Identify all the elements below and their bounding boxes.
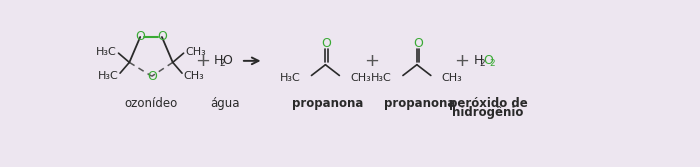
Text: O: O <box>135 31 145 43</box>
Text: O: O <box>157 31 167 43</box>
Text: CH₃: CH₃ <box>350 73 371 83</box>
Text: hidrogênio: hidrogênio <box>452 106 524 119</box>
Text: O: O <box>413 37 423 50</box>
Text: O: O <box>147 70 157 83</box>
Text: CH₃: CH₃ <box>442 73 463 83</box>
Text: 2: 2 <box>219 59 225 68</box>
Text: 2: 2 <box>489 59 495 68</box>
Text: +: + <box>454 52 469 70</box>
Text: O: O <box>321 37 332 50</box>
Text: peróxido de: peróxido de <box>449 97 528 110</box>
Text: 2: 2 <box>480 59 485 68</box>
Text: H₃C: H₃C <box>98 71 118 81</box>
Text: H₃C: H₃C <box>280 73 300 83</box>
Text: H₃C: H₃C <box>371 73 392 83</box>
Text: propanona: propanona <box>292 97 363 110</box>
Text: +: + <box>365 52 379 70</box>
Text: H₃C: H₃C <box>96 47 117 57</box>
Text: CH₃: CH₃ <box>183 71 204 81</box>
Text: ozonídeo: ozonídeo <box>125 97 178 110</box>
Text: O: O <box>222 54 232 67</box>
Text: O: O <box>483 54 493 67</box>
Text: +: + <box>195 52 210 70</box>
Text: H: H <box>474 54 484 67</box>
Text: H: H <box>214 54 223 67</box>
Text: propanona: propanona <box>384 97 455 110</box>
Text: água: água <box>211 97 240 110</box>
Text: CH₃: CH₃ <box>185 47 206 57</box>
